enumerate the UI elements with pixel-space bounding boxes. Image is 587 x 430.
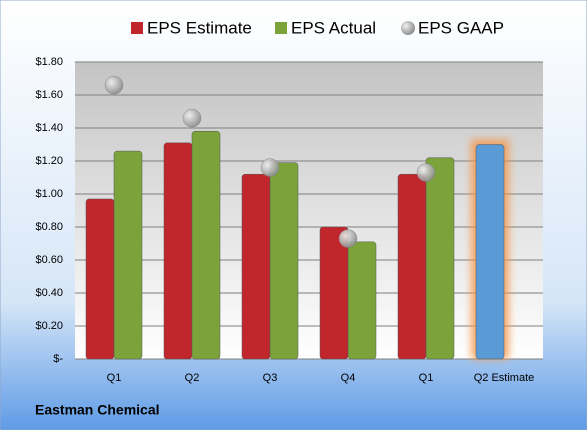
legend-text: EPS Actual: [291, 18, 376, 37]
bar: [113, 150, 143, 360]
gaap-marker: [182, 108, 202, 128]
y-tick-label: $1.20: [35, 155, 63, 167]
bar: [269, 162, 299, 360]
gaap-marker: [260, 158, 280, 177]
bar: [475, 144, 505, 360]
bar: [163, 142, 193, 360]
x-tick-label: Q2: [185, 372, 200, 384]
x-tick-label: Q3: [263, 372, 278, 384]
y-tick-label: $0.80: [35, 221, 63, 233]
x-tick-label: Q1: [107, 372, 122, 384]
footer: Eastman Chemical: [35, 402, 160, 418]
legend-marker: [275, 22, 287, 34]
gaap-marker: [104, 75, 124, 95]
y-tick-label: $0.20: [35, 320, 63, 332]
y-tick-label: $0.40: [35, 287, 63, 299]
x-tick-label: Q1: [419, 372, 434, 384]
bar: [425, 157, 455, 360]
plot-area: [75, 62, 543, 359]
bar: [319, 226, 349, 360]
legend-text: EPS GAAP: [418, 18, 504, 37]
y-tick-label: $1.00: [35, 188, 63, 200]
bar: [241, 173, 271, 360]
legend-marker: [131, 22, 143, 34]
legend-marker: [401, 21, 415, 35]
y-tick-label: $1.60: [35, 89, 63, 101]
gaap-marker: [416, 163, 436, 182]
y-tick-label: $-: [53, 353, 63, 365]
x-tick-label: Q4: [341, 372, 356, 384]
bar: [85, 198, 115, 360]
x-tick-label: Q2 Estimate: [474, 372, 535, 384]
gaap-marker: [338, 229, 358, 248]
legend-text: EPS Estimate: [147, 18, 252, 37]
y-tick-label: $1.80: [35, 56, 63, 68]
bar: [191, 131, 221, 360]
y-tick-label: $1.40: [35, 122, 63, 134]
y-tick-label: $0.60: [35, 254, 63, 266]
bar: [347, 241, 377, 360]
bar: [397, 173, 427, 360]
